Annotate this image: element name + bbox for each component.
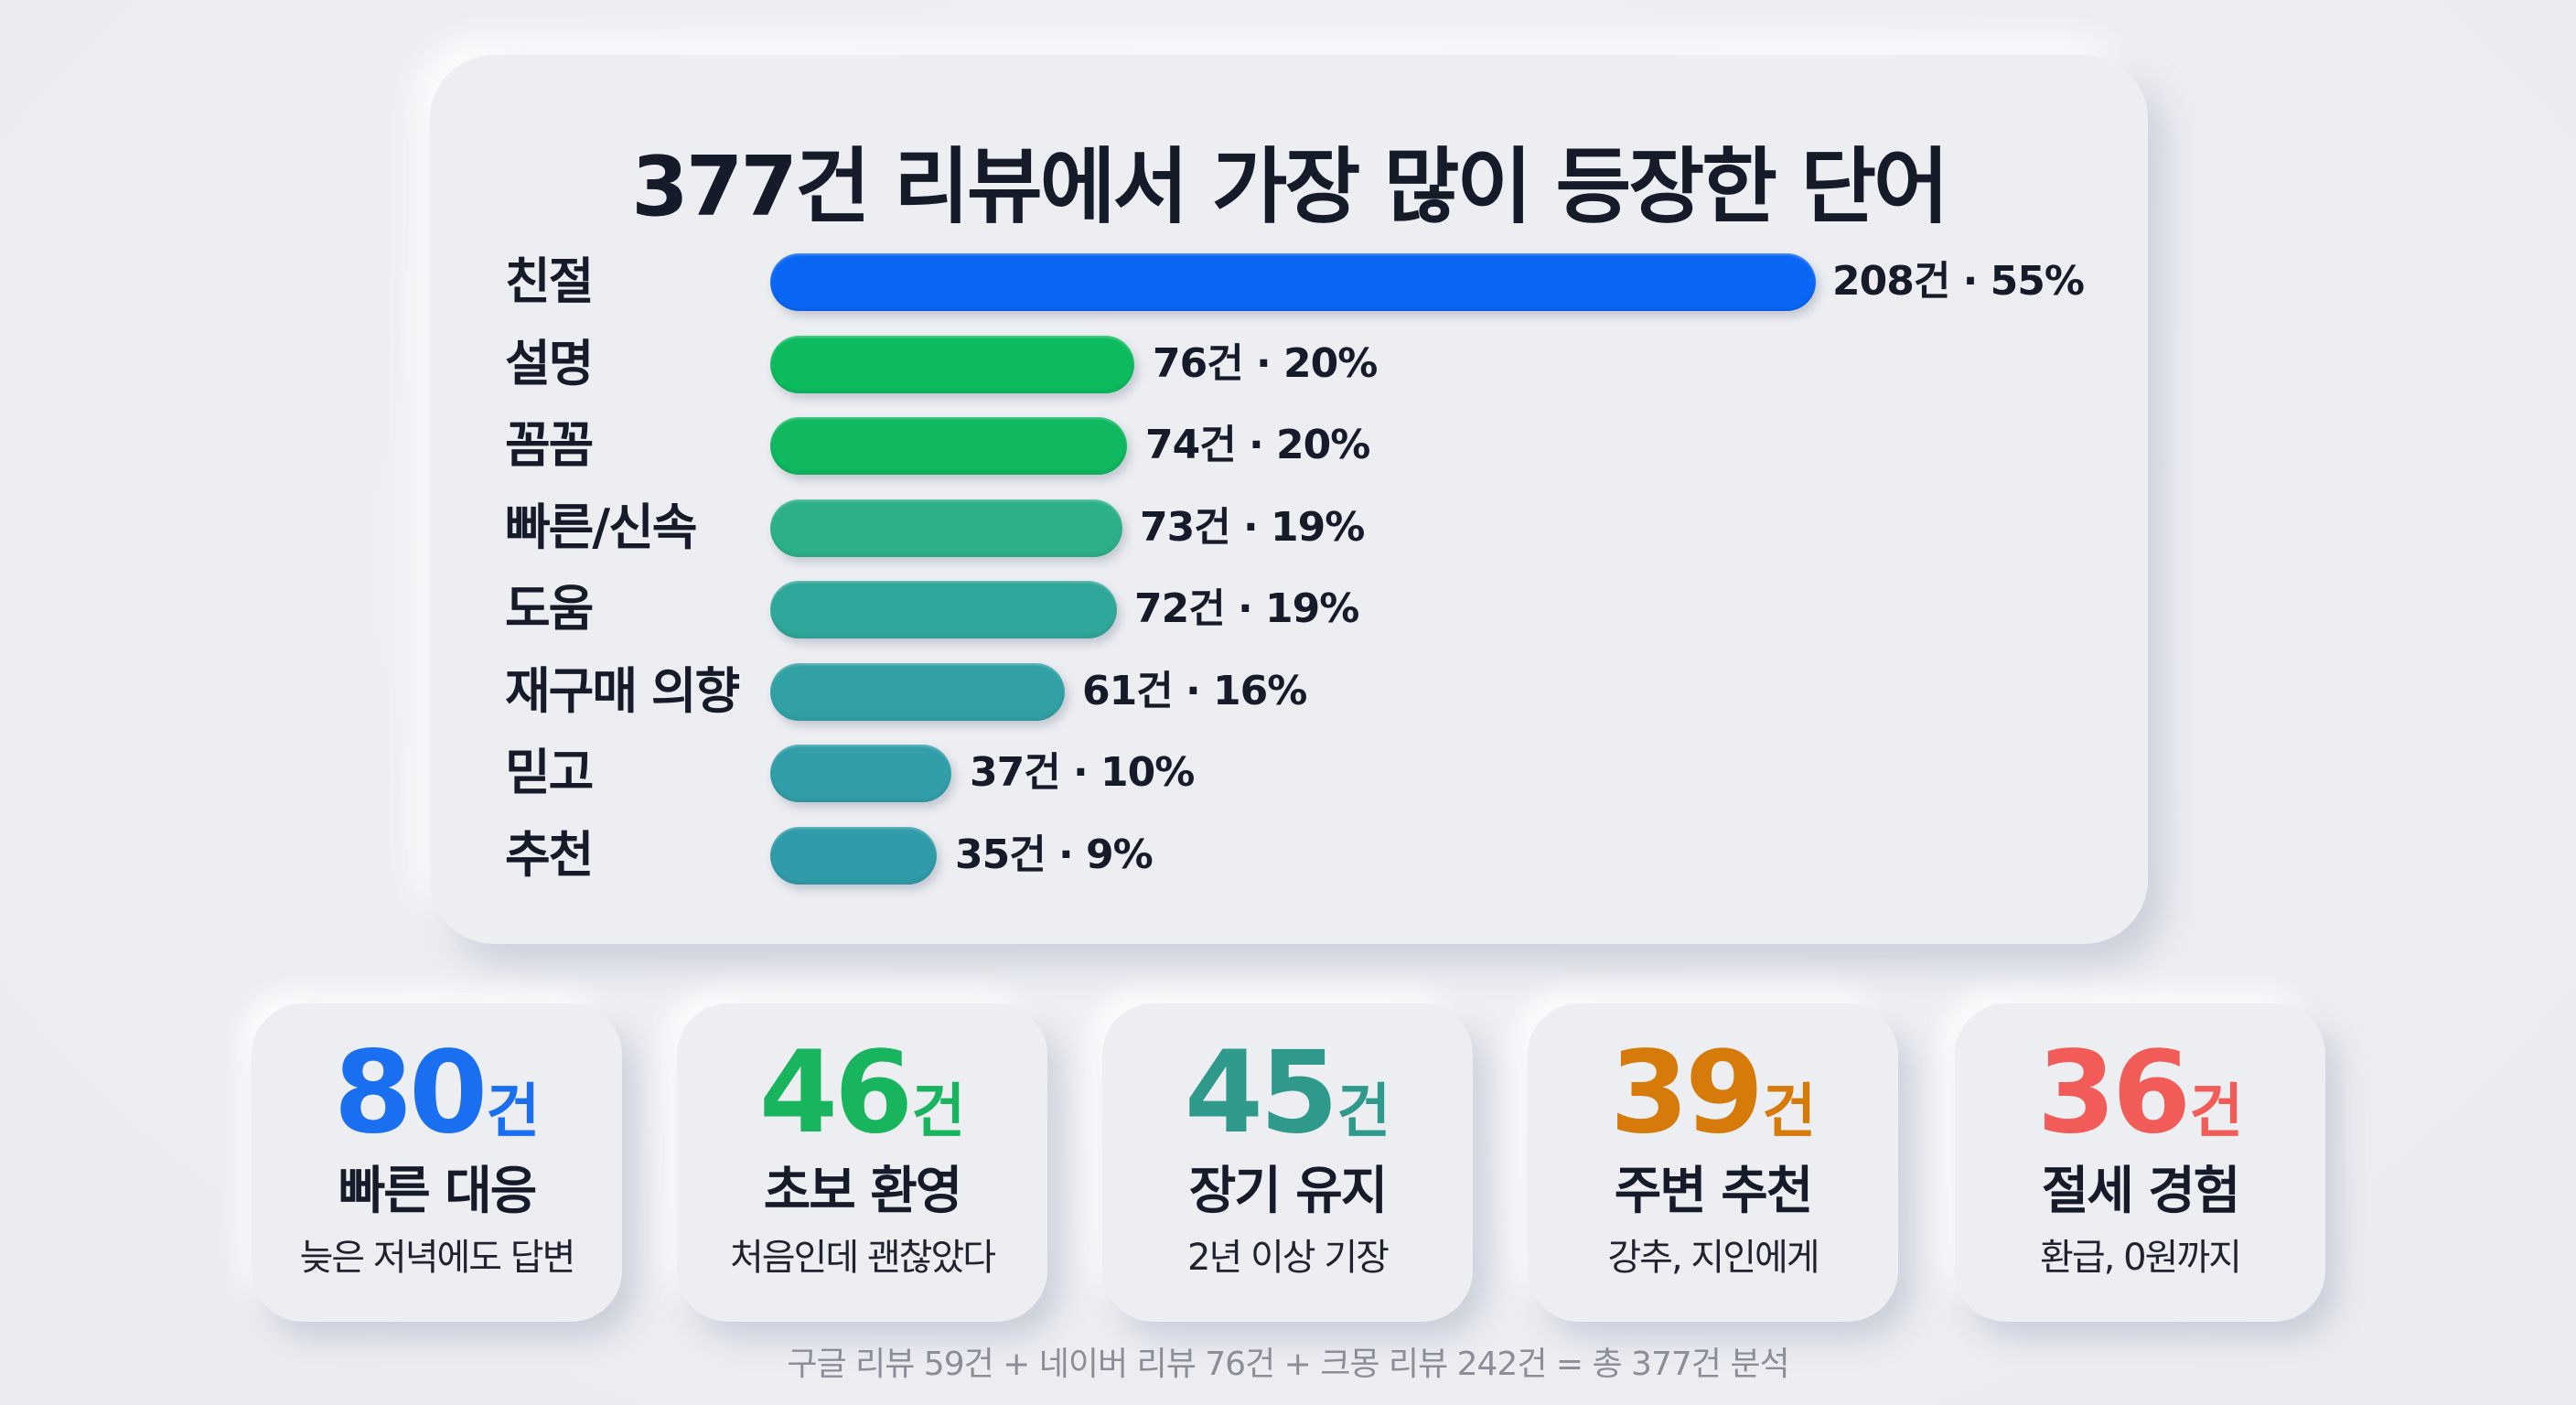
bar-row: 빠른/신속 73건 · 19% [430, 499, 2148, 557]
stat-count: 36건 [1955, 1036, 2325, 1150]
stat-card-referral: 39건 주변 추천 강추, 지인에게 [1528, 1003, 1898, 1322]
stat-unit: 건 [2189, 1078, 2244, 1146]
bar [770, 581, 1117, 638]
bar-label: 꼼꼼 [505, 415, 594, 474]
word-frequency-chart-panel: 377건 리뷰에서 가장 많이 등장한 단어 친절 208건 · 55% 설명 … [430, 55, 2148, 944]
bar [770, 745, 951, 802]
bar [770, 253, 1816, 311]
stat-unit: 건 [1762, 1078, 1817, 1146]
bar-row: 설명 76건 · 20% [430, 336, 2148, 393]
stat-card-tax-saving: 36건 절세 경험 환급, 0원까지 [1955, 1003, 2325, 1322]
source-footnote: 구글 리뷰 59건 + 네이버 리뷰 76건 + 크몽 리뷰 242건 = 총 … [787, 1346, 1789, 1383]
stat-number: 46 [758, 1027, 914, 1159]
stat-count: 39건 [1528, 1036, 1898, 1150]
bar-label: 재구매 의향 [505, 661, 740, 720]
stat-card-long-term: 45건 장기 유지 2년 이상 기장 [1102, 1003, 1473, 1322]
bar-label: 도움 [505, 579, 594, 638]
bar-label: 추천 [505, 825, 594, 884]
bar-value: 74건 · 20% [1145, 421, 1370, 468]
stat-title: 장기 유지 [1188, 1162, 1389, 1221]
stat-subtitle: 처음인데 괜찮았다 [729, 1237, 996, 1279]
bar-row: 믿고 37건 · 10% [430, 745, 2148, 802]
bar-row: 도움 72건 · 19% [430, 581, 2148, 638]
bar-row: 꼼꼼 74건 · 20% [430, 417, 2148, 475]
stat-subtitle: 2년 이상 기장 [1187, 1237, 1390, 1279]
bar-row: 재구매 의향 61건 · 16% [430, 663, 2148, 721]
stat-subtitle: 강추, 지인에게 [1607, 1237, 1819, 1279]
chart-title: 377건 리뷰에서 가장 많이 등장한 단어 [631, 139, 1949, 235]
stat-title: 초보 환영 [763, 1162, 963, 1221]
bar-value: 73건 · 19% [1140, 503, 1365, 551]
bar [770, 663, 1065, 721]
stat-title: 절세 경험 [2041, 1162, 2241, 1221]
stat-number: 39 [1609, 1027, 1765, 1159]
bar [770, 499, 1122, 557]
bar [770, 417, 1127, 475]
bar-label: 설명 [505, 334, 594, 392]
bar-value: 61건 · 16% [1082, 667, 1307, 714]
stat-title: 빠른 대응 [338, 1162, 538, 1221]
stat-number: 80 [333, 1027, 488, 1159]
bar-label: 빠른/신속 [505, 498, 697, 556]
stat-unit: 건 [1336, 1078, 1391, 1146]
bar-label: 친절 [505, 252, 594, 310]
stat-subtitle: 늦은 저녁에도 답변 [299, 1237, 576, 1279]
stat-unit: 건 [911, 1078, 966, 1146]
bar-chart: 친절 208건 · 55% 설명 76건 · 20% 꼼꼼 74건 · 20% … [430, 55, 2148, 944]
bar-value: 72건 · 19% [1134, 585, 1359, 632]
stat-count: 45건 [1102, 1036, 1473, 1150]
stat-subtitle: 환급, 0원까지 [2040, 1237, 2242, 1279]
stat-card-fast-response: 80건 빠른 대응 늦은 저녁에도 답변 [252, 1003, 622, 1322]
bar-value: 35건 · 9% [955, 831, 1154, 878]
bar-value: 37건 · 10% [970, 748, 1195, 796]
stat-count: 80건 [252, 1036, 622, 1150]
bar-row: 추천 35건 · 9% [430, 827, 2148, 885]
stat-number: 36 [2036, 1027, 2192, 1159]
bar-label: 믿고 [505, 743, 594, 801]
stat-unit: 건 [486, 1078, 541, 1146]
stat-card-beginner-welcome: 46건 초보 환영 처음인데 괜찮았다 [677, 1003, 1047, 1322]
stat-count: 46건 [677, 1036, 1047, 1150]
bar-value: 208건 · 55% [1832, 257, 2085, 305]
stat-number: 45 [1184, 1027, 1339, 1159]
bar-value: 76건 · 20% [1153, 339, 1378, 387]
bar [770, 827, 937, 885]
stat-title: 주변 추천 [1614, 1162, 1814, 1221]
bar [770, 336, 1134, 393]
bar-row: 친절 208건 · 55% [430, 253, 2148, 311]
